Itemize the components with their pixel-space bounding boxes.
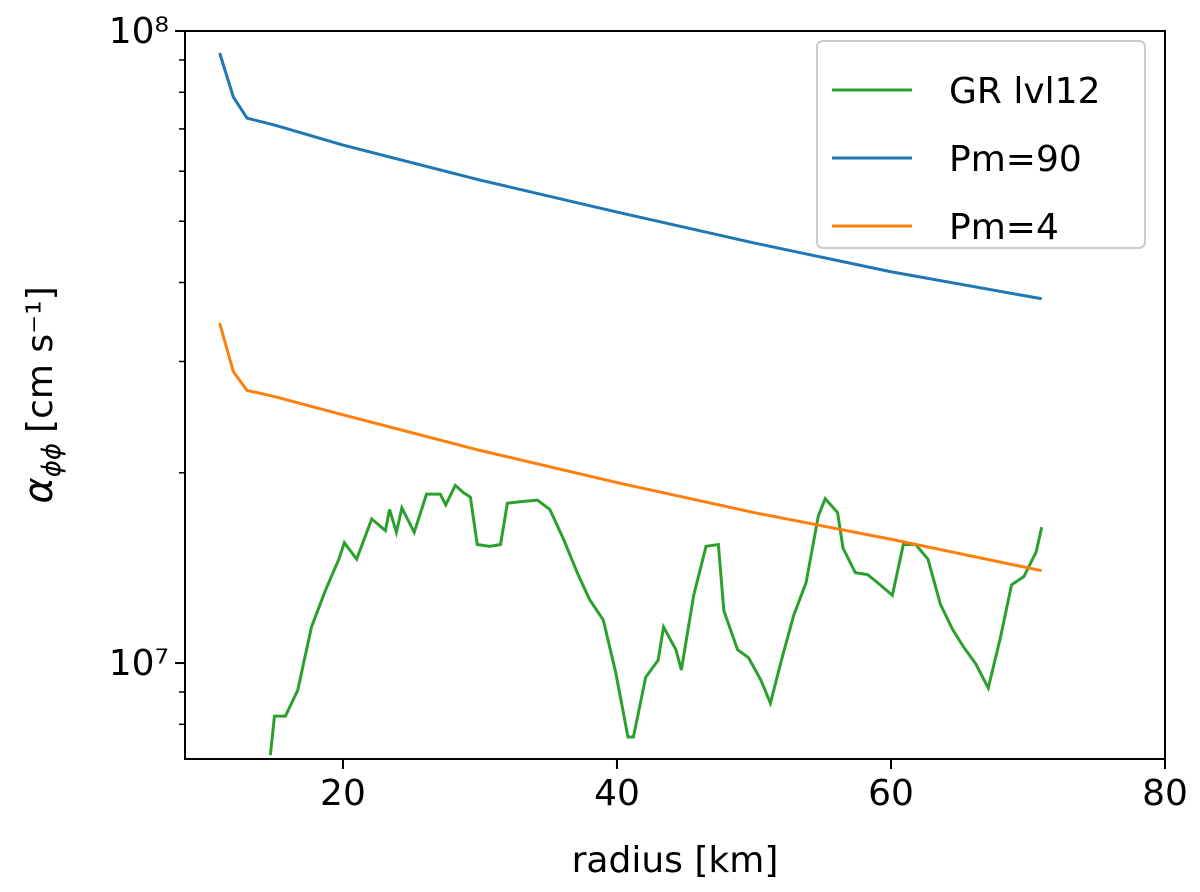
legend-label: Pm=90 <box>949 139 1082 180</box>
y-tick-label: 10⁸ <box>109 11 169 52</box>
x-tick-label: 80 <box>1142 773 1188 814</box>
x-tick-label: 40 <box>594 773 640 814</box>
x-axis-label: radius [km] <box>572 840 779 881</box>
y-label-symbol: α <box>16 477 62 503</box>
y-axis-label: αϕϕ [cm s⁻¹] <box>16 286 67 503</box>
line-series <box>218 52 1042 301</box>
legend: GR lvl12 Pm=90 Pm=4 <box>816 40 1146 249</box>
y-tick-label: 10⁷ <box>109 643 169 684</box>
y-label-unit: [cm s⁻¹] <box>20 286 61 433</box>
legend-label: GR lvl12 <box>949 71 1100 112</box>
line-series <box>218 322 1043 573</box>
x-tick-label: 20 <box>320 773 366 814</box>
plot-frame <box>184 30 1166 760</box>
line-series <box>268 482 1044 756</box>
legend-label: Pm=4 <box>949 207 1059 248</box>
legend-box <box>816 40 1146 249</box>
x-tick-label: 60 <box>868 773 914 814</box>
y-label-subscript: ϕϕ <box>37 443 67 477</box>
